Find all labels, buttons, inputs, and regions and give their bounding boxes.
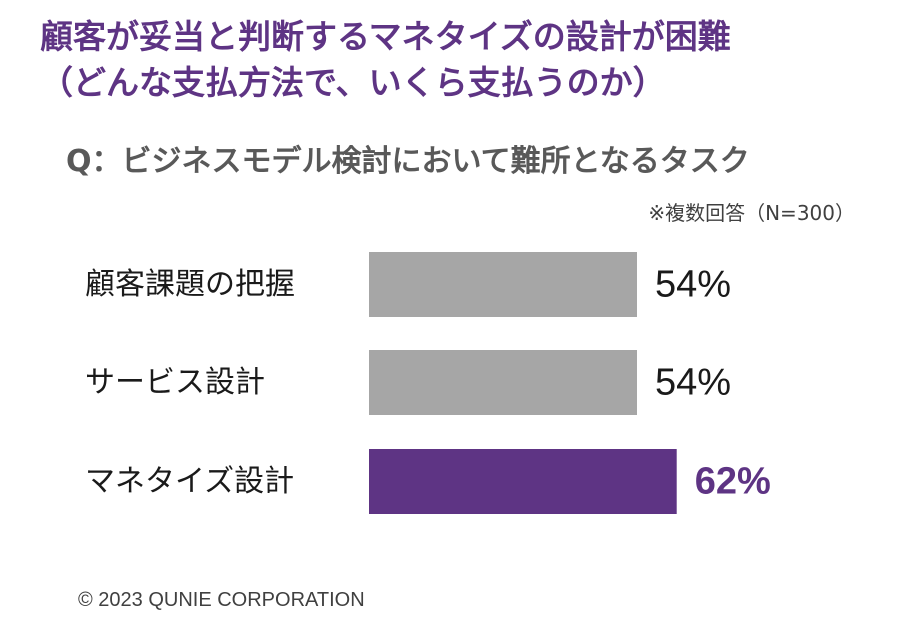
value-label-highlight: 62% — [695, 461, 771, 503]
headline: 顧客が妥当と判断するマネタイズの設計が困難 （どんな支払方法で、いくら支払うのか… — [40, 14, 890, 106]
category-label: 顧客課題の把握 — [85, 267, 295, 302]
question-title: Q：ビジネスモデル検討において難所となるタスク — [66, 144, 750, 179]
category-label: サービス設計 — [85, 365, 265, 400]
copyright-footer: © 2023 QUNIE CORPORATION — [78, 589, 365, 611]
bar — [369, 350, 637, 415]
bar-highlight — [369, 449, 677, 514]
headline-line-2: （どんな支払方法で、いくら支払うのか） — [40, 63, 666, 102]
bar — [369, 252, 637, 317]
value-label: 54% — [655, 362, 731, 404]
bar-chart: 顧客課題の把握 54% サービス設計 54% マネタイズ設計 62% — [0, 240, 900, 530]
sample-note: ※複数回答（N=300） — [648, 201, 855, 225]
value-label: 54% — [655, 264, 731, 306]
headline-line-1: 顧客が妥当と判断するマネタイズの設計が困難 — [40, 17, 731, 56]
category-label: マネタイズ設計 — [85, 464, 294, 499]
bar-chart-svg: 顧客課題の把握 54% サービス設計 54% マネタイズ設計 62% — [85, 252, 771, 514]
